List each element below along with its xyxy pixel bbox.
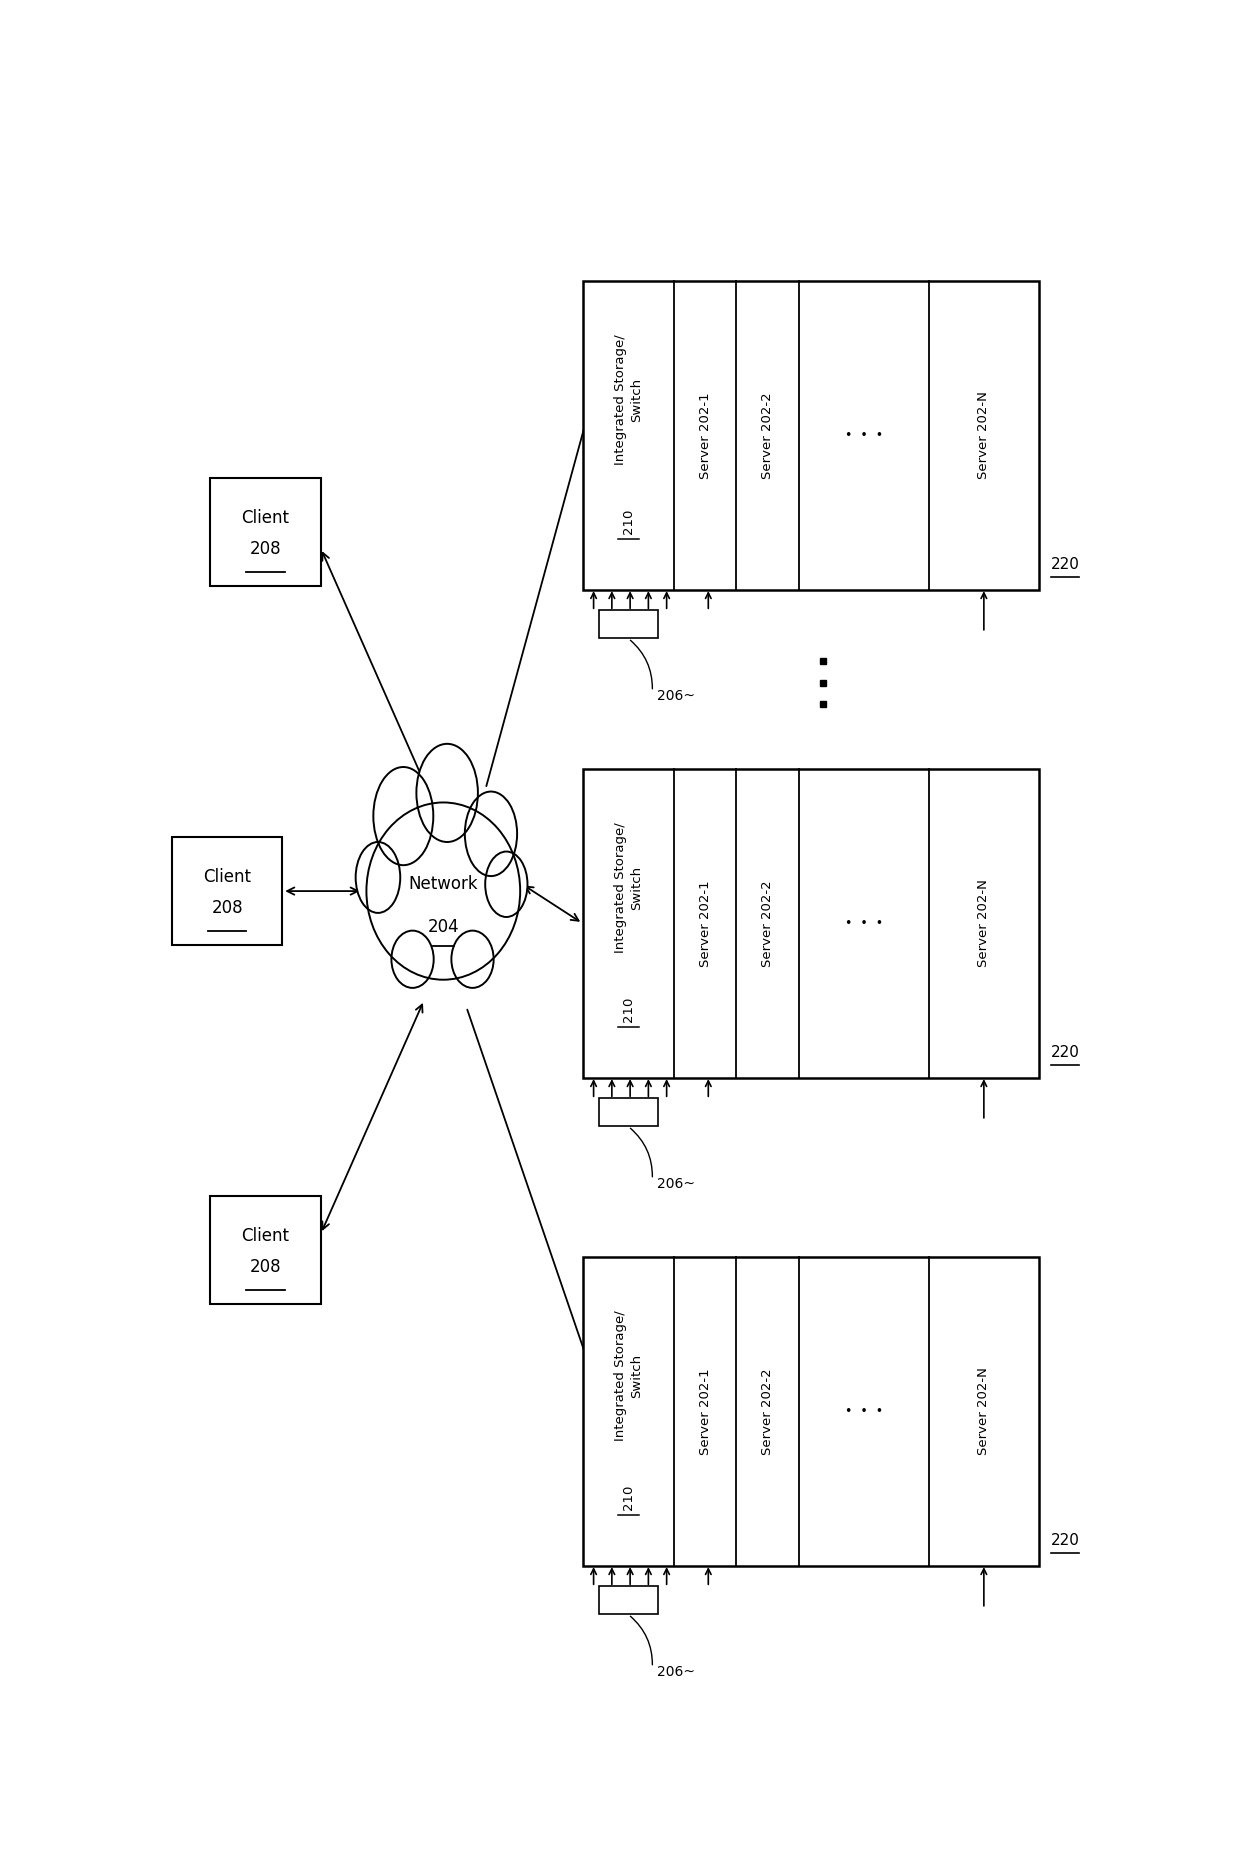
Text: Server 202-N: Server 202-N — [977, 880, 991, 967]
Text: Server 202-2: Server 202-2 — [761, 391, 774, 479]
Text: Server 202-N: Server 202-N — [977, 391, 991, 479]
FancyBboxPatch shape — [599, 610, 657, 639]
Text: •  •  •: • • • — [844, 917, 883, 930]
Text: Server 202-1: Server 202-1 — [698, 1368, 712, 1454]
FancyBboxPatch shape — [211, 479, 321, 585]
Ellipse shape — [485, 852, 527, 917]
Text: 220: 220 — [1050, 1046, 1080, 1061]
Text: 208: 208 — [211, 898, 243, 917]
FancyBboxPatch shape — [172, 837, 283, 945]
Text: 210: 210 — [621, 509, 635, 535]
Ellipse shape — [356, 843, 401, 913]
Text: •  •  •: • • • — [844, 429, 883, 442]
Text: Network: Network — [408, 874, 479, 893]
Ellipse shape — [417, 744, 477, 843]
Text: Integrated Storage/
Switch: Integrated Storage/ Switch — [614, 334, 642, 464]
FancyBboxPatch shape — [583, 770, 1039, 1077]
Text: Server 202-N: Server 202-N — [977, 1368, 991, 1456]
Text: Client: Client — [203, 869, 250, 885]
Text: 206~: 206~ — [657, 690, 696, 703]
Text: Client: Client — [242, 1227, 289, 1245]
FancyBboxPatch shape — [583, 281, 1039, 589]
Text: 220: 220 — [1050, 557, 1080, 572]
Text: 208: 208 — [249, 541, 281, 559]
Text: 220: 220 — [1050, 1534, 1080, 1549]
Ellipse shape — [367, 803, 521, 980]
Text: 204: 204 — [428, 917, 459, 936]
Text: Server 202-1: Server 202-1 — [698, 880, 712, 967]
Text: 208: 208 — [249, 1258, 281, 1277]
Text: Server 202-2: Server 202-2 — [761, 1368, 774, 1454]
Text: Integrated Storage/
Switch: Integrated Storage/ Switch — [614, 1310, 642, 1441]
Ellipse shape — [451, 930, 494, 988]
Text: •  •  •: • • • — [844, 1405, 883, 1419]
Text: Server 202-2: Server 202-2 — [761, 880, 774, 967]
Text: 210: 210 — [621, 997, 635, 1021]
Ellipse shape — [465, 792, 517, 876]
Text: 206~: 206~ — [657, 1176, 696, 1191]
Ellipse shape — [392, 930, 434, 988]
Text: Integrated Storage/
Switch: Integrated Storage/ Switch — [614, 822, 642, 953]
Text: Client: Client — [242, 509, 289, 528]
FancyBboxPatch shape — [211, 1197, 321, 1303]
FancyBboxPatch shape — [599, 1586, 657, 1614]
Text: 206~: 206~ — [657, 1665, 696, 1679]
Text: 210: 210 — [621, 1486, 635, 1510]
FancyBboxPatch shape — [583, 1256, 1039, 1566]
FancyBboxPatch shape — [599, 1098, 657, 1126]
Ellipse shape — [373, 766, 433, 865]
Text: Server 202-1: Server 202-1 — [698, 391, 712, 479]
